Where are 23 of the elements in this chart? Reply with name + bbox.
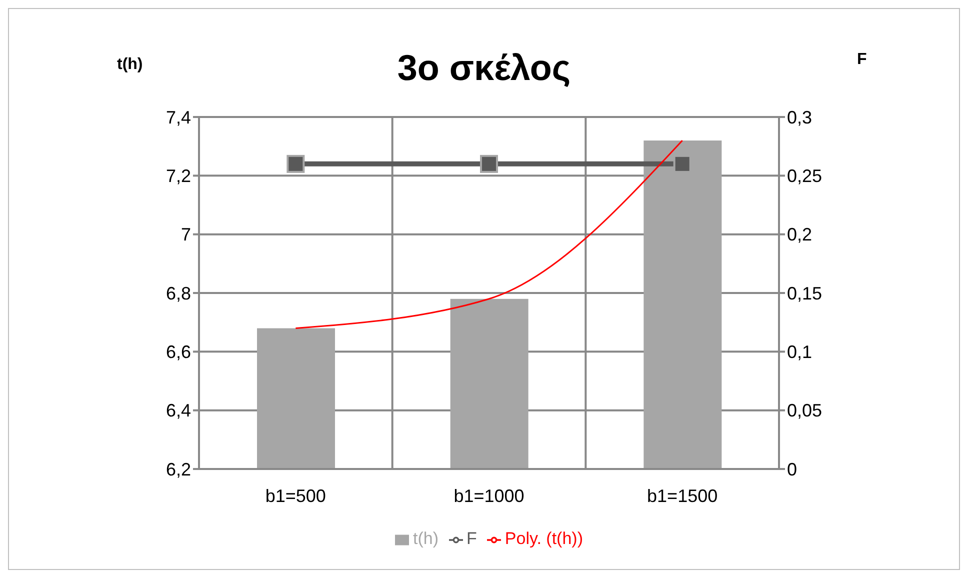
y2-axis-title: F <box>857 51 867 69</box>
x-tick-label: b1=1000 <box>454 486 524 506</box>
y-tick-label: 6,4 <box>166 400 191 421</box>
legend-label: F <box>466 529 477 548</box>
y-tick-label: 7 <box>180 224 191 245</box>
y2-tick-label: 0,25 <box>787 166 822 186</box>
y-axis-title: t(h) <box>117 56 143 74</box>
y2-tick-label: 0,05 <box>787 400 822 421</box>
y2-tick-label: 0,3 <box>787 107 812 128</box>
y-tick-label: 6,2 <box>166 459 191 480</box>
y-tick-label: 6,8 <box>166 283 191 304</box>
y-tick-label: 7,2 <box>166 166 191 186</box>
y2-tick-label: 0,2 <box>787 224 812 245</box>
y2-tick-label: 0,15 <box>787 283 822 304</box>
legend-label: Poly. (t(h)) <box>504 529 583 548</box>
x-tick-label: b1=500 <box>265 486 326 506</box>
chart-title: 3ο σκέλος <box>397 47 571 88</box>
y2-tick-label: 0 <box>787 459 798 480</box>
y-tick-label: 7,4 <box>166 107 191 128</box>
y-tick-label: 6,6 <box>166 342 191 362</box>
legend-label: t(h) <box>413 529 439 548</box>
y2-tick-label: 0,1 <box>787 342 812 362</box>
x-tick-label: b1=1500 <box>647 486 718 506</box>
